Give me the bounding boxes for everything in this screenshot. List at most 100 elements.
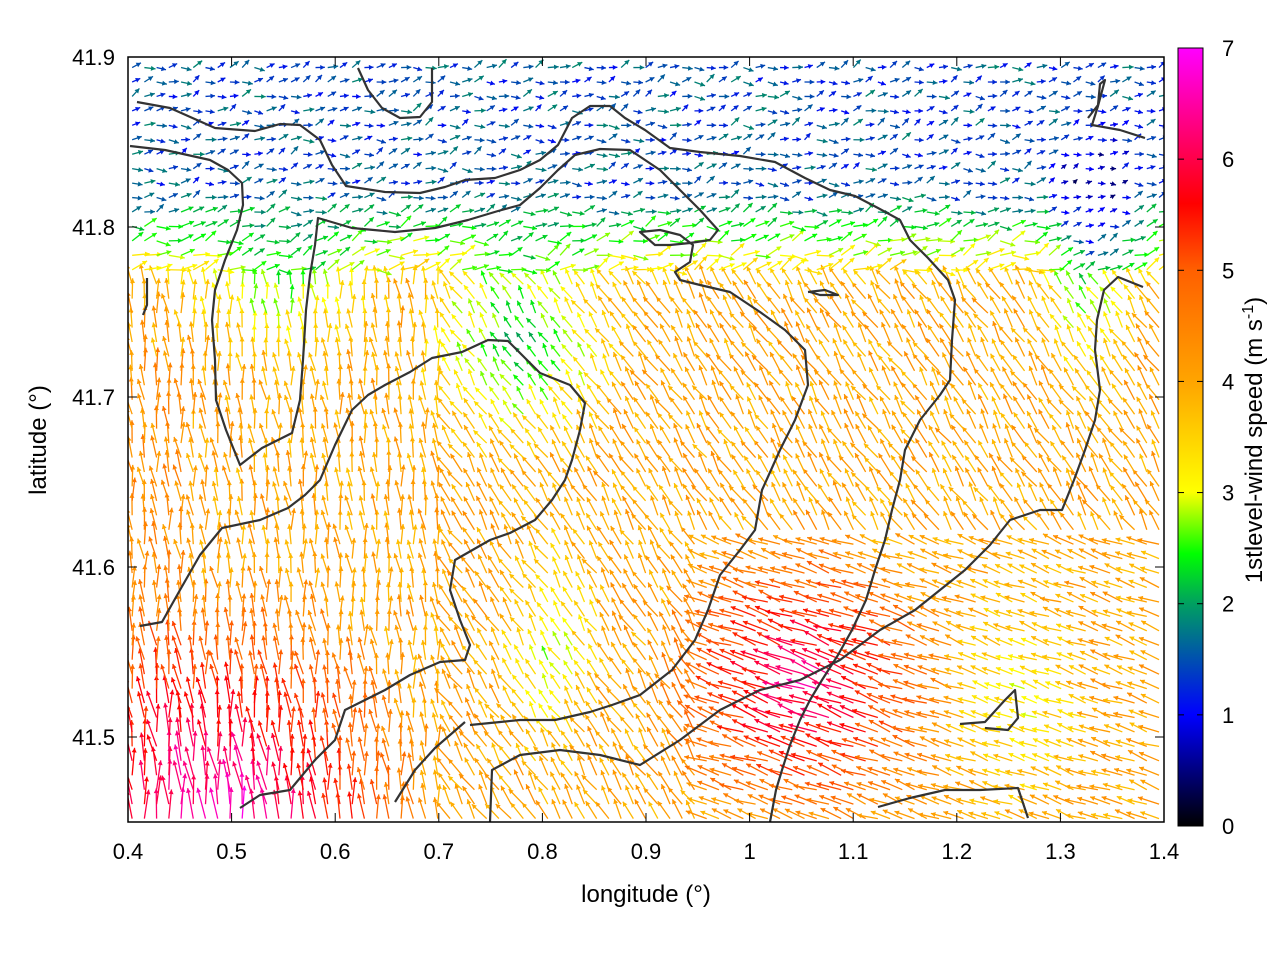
wind-vector <box>633 138 645 144</box>
wind-vector <box>916 752 940 762</box>
wind-vector <box>451 640 463 661</box>
wind-vector <box>265 479 271 501</box>
wind-vector <box>552 630 561 646</box>
wind-vector <box>449 801 463 819</box>
wind-vector <box>975 135 985 141</box>
wind-vector <box>308 538 317 559</box>
wind-vector <box>767 152 779 158</box>
wind-vector <box>865 66 876 72</box>
wind-vector <box>156 203 165 213</box>
wind-vector <box>228 787 234 819</box>
wind-vector <box>461 244 476 256</box>
wind-vector <box>208 787 219 819</box>
wind-vector <box>449 105 461 112</box>
wind-vector <box>205 194 217 200</box>
wind-vector <box>278 64 288 70</box>
wind-vector <box>608 239 624 244</box>
wind-vector <box>595 383 610 401</box>
wind-vector <box>205 166 215 172</box>
wind-vector <box>645 121 656 127</box>
wind-vector <box>285 309 292 328</box>
wind-vector <box>917 783 940 791</box>
wind-vector <box>297 311 304 328</box>
wind-vector <box>484 703 500 718</box>
wind-vector <box>656 310 671 328</box>
wind-vector <box>641 369 659 386</box>
wind-vector <box>868 736 891 747</box>
wind-vector <box>437 233 451 242</box>
wind-vector <box>963 150 972 156</box>
wind-vector <box>290 162 299 170</box>
wind-vector <box>405 710 414 733</box>
wind-vector <box>587 627 598 646</box>
wind-vector <box>499 272 512 285</box>
wind-vector <box>1048 368 1062 386</box>
wind-vector <box>278 224 292 230</box>
wind-vector <box>1109 248 1120 256</box>
wind-vector <box>586 686 598 704</box>
wind-vector <box>756 618 781 632</box>
wind-vector <box>851 500 867 516</box>
wind-vector <box>523 177 533 184</box>
wind-vector <box>984 682 1001 690</box>
wind-vector <box>462 92 474 98</box>
wind-vector <box>999 498 1013 516</box>
wind-vector <box>975 75 983 83</box>
wind-vector <box>155 450 162 473</box>
wind-vector <box>418 395 427 415</box>
wind-vector <box>1076 410 1087 429</box>
wind-vector <box>254 209 266 215</box>
wind-vector <box>551 785 561 805</box>
wind-vector <box>901 696 927 704</box>
wind-vector <box>430 698 439 718</box>
wind-vector <box>840 664 866 675</box>
wind-vector <box>755 234 769 242</box>
wind-vector <box>542 342 549 357</box>
wind-vector <box>657 150 667 156</box>
wind-vector <box>743 133 753 141</box>
wind-vector <box>510 153 522 159</box>
wind-vector <box>284 539 292 559</box>
wind-vector <box>1000 108 1011 114</box>
wind-vector <box>818 339 830 357</box>
wind-vector <box>448 285 463 300</box>
wind-vector <box>437 194 448 200</box>
wind-vector <box>1039 496 1050 516</box>
wind-vector <box>521 456 537 473</box>
wind-vector <box>217 759 223 790</box>
wind-vector <box>1109 150 1119 156</box>
wind-vector <box>438 481 451 502</box>
wind-vector <box>1085 135 1094 141</box>
wind-vector <box>657 412 671 430</box>
wind-vector <box>718 194 731 200</box>
wind-vector <box>511 714 524 733</box>
wind-vector <box>938 165 948 171</box>
wind-vector <box>176 321 182 343</box>
wind-vector <box>581 774 598 791</box>
wind-vector <box>449 145 459 155</box>
wind-vector <box>303 152 313 157</box>
wind-vector <box>743 195 754 201</box>
wind-vector <box>439 311 451 328</box>
wind-vector <box>252 690 258 718</box>
wind-vector <box>523 499 537 516</box>
wind-vector <box>1091 707 1111 719</box>
wind-vector <box>510 235 523 242</box>
wind-vector <box>999 339 1013 357</box>
wind-vector <box>327 192 336 199</box>
wind-vector <box>436 440 451 458</box>
wind-vector <box>596 95 606 101</box>
wind-vector <box>1048 222 1062 228</box>
wind-vector <box>671 755 683 776</box>
wind-vector <box>372 393 378 415</box>
wind-vector <box>912 383 928 401</box>
wind-vector <box>840 675 866 690</box>
wind-vector <box>538 659 549 675</box>
wind-vector <box>510 135 521 141</box>
wind-vector <box>509 469 524 487</box>
wind-vector <box>584 66 594 72</box>
wind-vector <box>476 627 488 646</box>
wind-vector <box>474 207 486 213</box>
wind-vector <box>742 498 757 516</box>
wind-vector <box>661 465 671 487</box>
